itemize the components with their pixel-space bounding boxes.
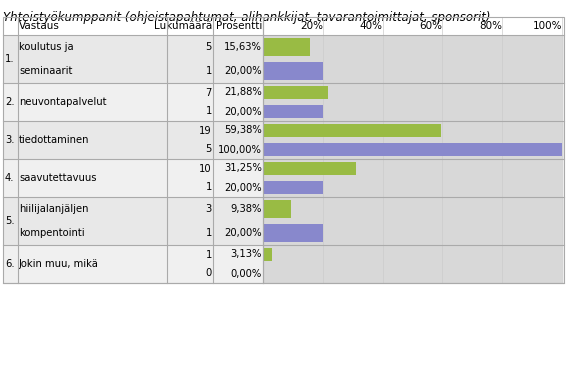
Text: tiedottaminen: tiedottaminen [19, 135, 90, 145]
Text: 2.: 2. [5, 97, 15, 107]
Text: 80%: 80% [479, 21, 502, 31]
Text: 1: 1 [206, 183, 212, 192]
Text: 3.: 3. [5, 135, 15, 145]
Text: 0,00%: 0,00% [231, 269, 262, 279]
Text: kompentointi: kompentointi [19, 228, 84, 238]
Text: 5: 5 [206, 42, 212, 52]
Text: 0: 0 [206, 269, 212, 279]
Text: 100%: 100% [532, 21, 562, 31]
Bar [3, 159, 564, 197]
Bar [263, 162, 357, 175]
Text: 1: 1 [206, 228, 212, 238]
Text: 15,63%: 15,63% [224, 42, 262, 52]
Bar [263, 142, 562, 156]
Text: Vastaus: Vastaus [19, 21, 60, 31]
Text: 5: 5 [206, 144, 212, 154]
Bar [263, 83, 562, 121]
Bar [3, 245, 564, 283]
Bar [263, 38, 310, 56]
Text: 9,38%: 9,38% [231, 204, 262, 214]
Bar [3, 121, 564, 159]
Text: Lukumäärä: Lukumäärä [154, 21, 212, 31]
Text: 40%: 40% [359, 21, 383, 31]
Bar [263, 35, 562, 83]
Text: 60%: 60% [420, 21, 442, 31]
Text: 20,00%: 20,00% [225, 106, 262, 116]
Bar [263, 86, 328, 99]
Text: 1.: 1. [5, 54, 15, 64]
Text: seminaarit: seminaarit [19, 66, 73, 76]
Text: 3: 3 [206, 204, 212, 214]
Bar [263, 201, 291, 218]
Text: 5.: 5. [5, 216, 15, 226]
Text: 20,00%: 20,00% [225, 228, 262, 238]
Bar [263, 224, 323, 242]
Bar [263, 62, 323, 80]
Text: 1: 1 [206, 106, 212, 116]
Bar [3, 17, 564, 283]
Text: 59,38%: 59,38% [225, 125, 262, 135]
Bar [3, 17, 564, 35]
Bar [263, 248, 272, 262]
Text: 100,00%: 100,00% [218, 144, 262, 154]
Bar [263, 181, 323, 194]
Text: Prosentti: Prosentti [215, 21, 262, 31]
Text: 19: 19 [199, 125, 212, 135]
Text: 21,88%: 21,88% [225, 87, 262, 97]
Text: Yhteistyökumppanit (ohjeistapahtumat, alihankkijat, tavarantoimittajat, sponsori: Yhteistyökumppanit (ohjeistapahtumat, al… [3, 11, 490, 24]
Text: 20%: 20% [300, 21, 323, 31]
Text: 6.: 6. [5, 259, 15, 269]
Text: 1: 1 [206, 250, 212, 260]
Text: 20,00%: 20,00% [225, 183, 262, 192]
Text: 10: 10 [200, 164, 212, 173]
Bar [3, 83, 564, 121]
Bar [263, 124, 441, 137]
Bar [263, 159, 562, 197]
Text: Jokin muu, mikä: Jokin muu, mikä [19, 259, 99, 269]
Bar [3, 35, 564, 83]
Text: 4.: 4. [5, 173, 15, 183]
Bar [263, 197, 562, 245]
Text: hiilijalanjäljen: hiilijalanjäljen [19, 204, 88, 214]
Text: neuvontapalvelut: neuvontapalvelut [19, 97, 107, 107]
Bar [263, 245, 562, 283]
Text: koulutus ja: koulutus ja [19, 42, 74, 52]
Text: 3,13%: 3,13% [231, 250, 262, 260]
Text: saavutettavuus: saavutettavuus [19, 173, 96, 183]
Bar [263, 105, 323, 118]
Text: 20,00%: 20,00% [225, 66, 262, 76]
Bar [263, 121, 562, 159]
Text: 7: 7 [206, 87, 212, 97]
Text: 1: 1 [206, 66, 212, 76]
Text: 31,25%: 31,25% [224, 164, 262, 173]
Bar [3, 197, 564, 245]
